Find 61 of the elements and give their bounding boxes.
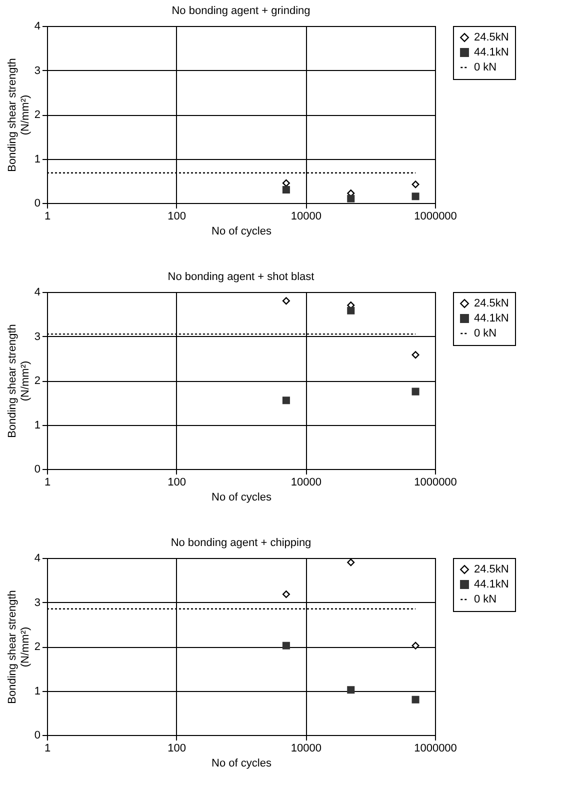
legend-label: 24.5kN [474, 32, 509, 44]
legend-label: 24.5kN [474, 298, 509, 310]
point [282, 642, 290, 650]
point [412, 642, 420, 650]
legend-label: 0 kN [474, 328, 497, 340]
y-axis-title: Bonding shear strength (N/mm²) [6, 58, 32, 172]
point [412, 192, 420, 200]
legend-label: 44.1kN [474, 46, 509, 58]
chart-title: No bonding agent + chipping [170, 537, 312, 549]
y-tick-label: 0 [34, 198, 40, 210]
y-tick-label: 1 [34, 153, 40, 166]
point [347, 194, 355, 202]
legend-label: 44.1kN [474, 578, 509, 590]
point [412, 180, 420, 188]
y-axis-title: Bonding shear strength (N/mm²) [6, 590, 32, 704]
y-tick-label: 4 [34, 20, 40, 32]
y-tick-label: 2 [34, 375, 40, 387]
legend-label: 44.1kN [474, 312, 509, 324]
x-tick-label: 100 [168, 742, 186, 754]
y-tick-label: 2 [34, 109, 40, 121]
x-tick-label: 10000 [290, 210, 322, 222]
x-axis-title: No of cycles [212, 226, 272, 238]
point [412, 388, 420, 396]
x-tick-label: 1 [44, 742, 51, 754]
x-tick-label: 10000 [290, 742, 322, 754]
point [412, 696, 420, 704]
x-tick-label: 100 [168, 476, 186, 488]
point [347, 686, 355, 694]
y-axis-title: Bonding shear strength (N/mm²) [6, 324, 32, 438]
y-tick-label: 3 [34, 596, 40, 609]
x-tick-label: 1000000 [414, 476, 457, 488]
y-tick-label: 2 [34, 641, 40, 653]
point [282, 297, 290, 305]
point [282, 590, 290, 598]
y-tick-label: 0 [34, 730, 40, 742]
chart-title: No bonding agent + grinding [172, 5, 310, 17]
y-tick-label: 4 [34, 286, 40, 298]
x-tick-label: 10000 [290, 476, 322, 488]
y-tick-label: 1 [34, 685, 40, 698]
y-tick-label: 1 [34, 419, 40, 432]
point [282, 179, 290, 187]
chart-title: No bonding agent + shot blast [168, 271, 314, 283]
point [412, 351, 420, 359]
legend-label: 0 kN [474, 62, 497, 74]
y-tick-label: 3 [34, 330, 40, 343]
x-tick-label: 1000000 [414, 742, 457, 754]
point [282, 396, 290, 404]
x-tick-label: 1 [44, 210, 51, 222]
point [347, 306, 355, 314]
x-axis-title: No of cycles [212, 492, 272, 504]
y-tick-label: 4 [34, 552, 40, 564]
legend-label: 0 kN [474, 594, 497, 606]
x-tick-label: 1000000 [414, 210, 457, 222]
y-tick-label: 3 [34, 64, 40, 77]
x-axis-title: No of cycles [212, 758, 272, 770]
y-tick-label: 0 [34, 464, 40, 476]
point [282, 186, 290, 194]
point [347, 558, 355, 566]
legend-label: 24.5kN [474, 564, 509, 576]
x-tick-label: 1 [44, 476, 51, 488]
x-tick-label: 100 [168, 210, 186, 222]
